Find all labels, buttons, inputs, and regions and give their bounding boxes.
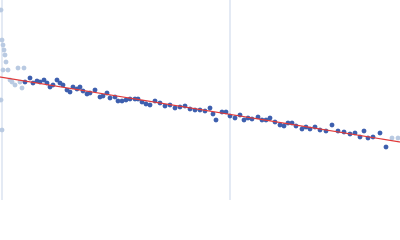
data-point bbox=[0, 127, 5, 133]
data-point bbox=[277, 122, 283, 128]
data-point bbox=[2, 52, 8, 58]
chart bbox=[0, 0, 400, 200]
data-point bbox=[1, 47, 7, 53]
data-point bbox=[143, 101, 149, 107]
data-point bbox=[107, 95, 113, 101]
data-point bbox=[213, 117, 219, 123]
data-point bbox=[172, 105, 178, 111]
data-point bbox=[241, 117, 247, 123]
fit-line bbox=[0, 76, 400, 143]
data-point bbox=[395, 135, 400, 141]
data-point bbox=[27, 75, 33, 81]
data-point bbox=[5, 67, 11, 73]
data-point bbox=[0, 97, 4, 103]
data-point bbox=[67, 89, 73, 95]
data-point bbox=[115, 98, 121, 104]
data-point bbox=[0, 7, 4, 13]
data-point bbox=[207, 105, 213, 111]
data-point bbox=[21, 65, 27, 71]
data-point bbox=[0, 37, 5, 43]
data-point bbox=[147, 102, 153, 108]
data-point bbox=[15, 65, 21, 71]
data-point bbox=[92, 87, 98, 93]
data-point bbox=[119, 98, 125, 104]
data-point bbox=[299, 126, 305, 132]
data-point bbox=[389, 135, 395, 141]
data-point bbox=[232, 115, 238, 121]
data-point bbox=[162, 103, 168, 109]
data-point bbox=[9, 79, 15, 85]
data-point bbox=[60, 82, 66, 88]
data-point bbox=[19, 85, 25, 91]
data-point bbox=[267, 115, 273, 121]
data-point bbox=[77, 84, 83, 90]
data-point bbox=[100, 93, 106, 99]
data-point bbox=[123, 97, 129, 103]
data-point bbox=[41, 77, 47, 83]
data-point bbox=[0, 67, 6, 73]
data-point bbox=[281, 123, 287, 129]
data-point bbox=[383, 144, 389, 150]
data-point bbox=[377, 130, 383, 136]
data-point bbox=[54, 77, 60, 83]
data-point bbox=[3, 59, 9, 65]
data-point bbox=[12, 82, 18, 88]
data-point bbox=[361, 128, 367, 134]
data-point bbox=[0, 42, 6, 48]
data-point bbox=[329, 122, 335, 128]
data-point bbox=[210, 111, 216, 117]
